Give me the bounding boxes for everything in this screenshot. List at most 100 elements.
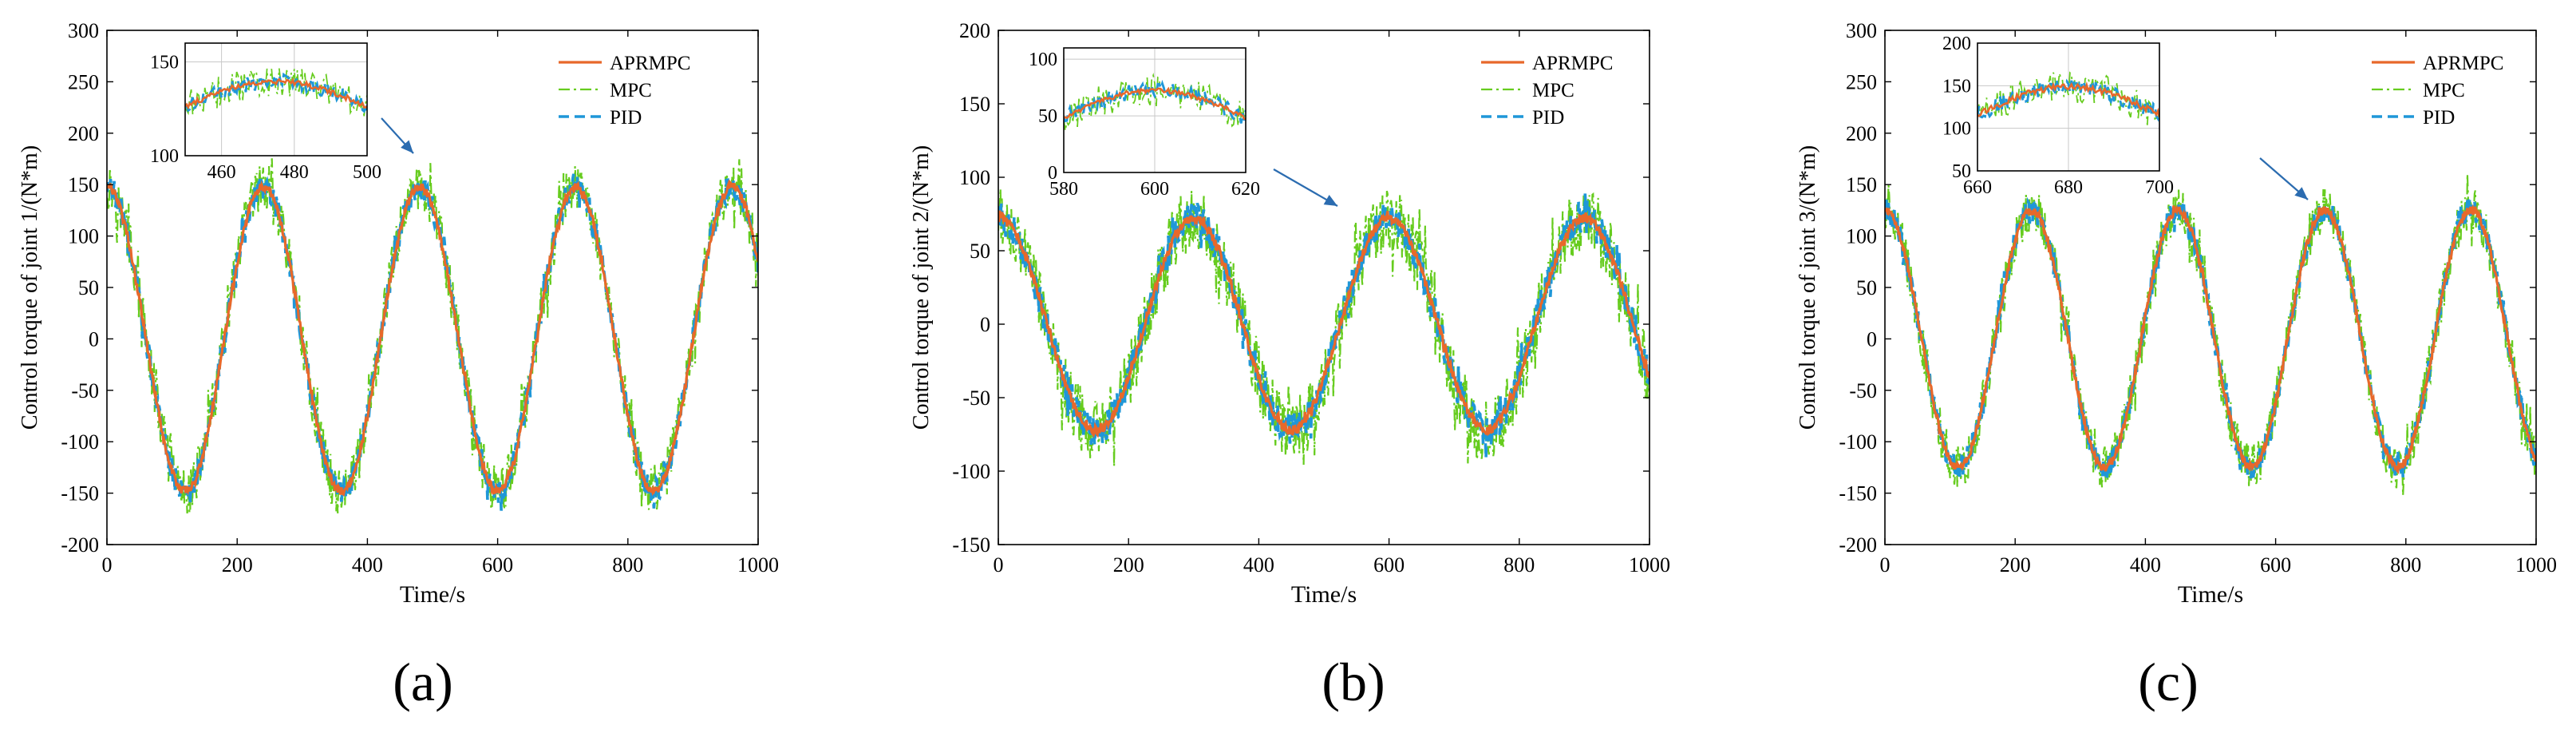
y-tick-label: 50 — [970, 240, 990, 263]
y-tick-label: -100 — [1839, 430, 1877, 454]
axes-box — [998, 30, 1650, 545]
inset-x-tick-label: 460 — [207, 162, 236, 183]
panel-label-c: (c) — [2138, 652, 2199, 712]
inset-y-tick-label: 150 — [150, 53, 179, 73]
y-tick-label: 300 — [1846, 19, 1877, 42]
legend-label-mpc: MPC — [1532, 80, 1574, 101]
inset-x-tick-label: 600 — [1140, 179, 1169, 200]
y-tick-label: -100 — [952, 460, 990, 483]
x-tick-label: 400 — [352, 553, 383, 577]
x-tick-label: 1000 — [2515, 553, 2557, 577]
chart-panel-b: 0 200 400 600 800 1000 -150 -100 -50 0 50 100 150 200… — [859, 0, 1717, 745]
x-tick-label: 800 — [612, 553, 643, 577]
y-tick-label: 150 — [959, 93, 990, 116]
inset-x-tick-label: 580 — [1049, 179, 1078, 200]
inset-series-group — [185, 67, 367, 117]
y-tick-label: -150 — [61, 482, 99, 505]
y-tick-label: 50 — [1856, 276, 1877, 299]
x-tick-label: 400 — [1243, 553, 1274, 577]
x-tick-label: 600 — [1373, 553, 1405, 577]
x-axis-label: Time/s — [1291, 581, 1357, 608]
panel-label-a: (a) — [393, 652, 453, 712]
x-tick-label: 600 — [2260, 553, 2291, 577]
inset-x-tick-label: 620 — [1231, 179, 1260, 200]
series-line-aprmpc — [107, 179, 758, 497]
inset-box — [1977, 42, 2160, 172]
series-line-pid — [998, 193, 1650, 458]
y-tick-label: 100 — [1846, 225, 1877, 248]
x-tick-label: 0 — [994, 553, 1004, 577]
inset-y-tick-label: 100 — [1942, 119, 1971, 140]
legend-label-pid: PID — [2423, 107, 2455, 129]
y-tick-label: -50 — [71, 379, 99, 402]
y-tick-label: 50 — [78, 276, 99, 299]
legend-label-mpc: MPC — [610, 80, 652, 101]
legend-label-aprmpc: APRMPC — [1532, 53, 1613, 74]
inset-series-line-mpc — [185, 67, 367, 117]
x-tick-label: 0 — [102, 553, 113, 577]
y-tick-label: -100 — [61, 430, 99, 454]
x-tick-label: 200 — [2000, 553, 2031, 577]
inset-y-tick-label: 200 — [1942, 34, 1971, 54]
y-tick-label: -150 — [1839, 482, 1877, 505]
chart-c: 0 200 400 600 800 1000 -200 -150 -100 -50 0 50 100 15… — [1796, 19, 2557, 608]
x-tick-label: 800 — [1503, 553, 1535, 577]
legend: APRMPC MPC PID — [1481, 53, 1613, 129]
series-group — [998, 188, 1650, 467]
inset-x-tick-label: 700 — [2145, 177, 2174, 198]
x-axis-label: Time/s — [2178, 581, 2243, 608]
y-tick-label: -200 — [61, 533, 99, 557]
inset-series-line-mpc — [1064, 73, 1246, 132]
chart-b: 0 200 400 600 800 1000-150-100-50050100150200… — [909, 19, 1670, 608]
legend-label-pid: PID — [1532, 107, 1564, 129]
inset-x-tick-label: 680 — [2054, 177, 2083, 198]
inset-y-tick-label: 50 — [1038, 106, 1057, 127]
legend-label-aprmpc: APRMPC — [610, 53, 690, 74]
inset-y-tick-label: 150 — [1942, 76, 1971, 97]
zoom-arrow-head — [1323, 194, 1337, 206]
inset-y-tick-label: 0 — [1048, 163, 1057, 184]
y-tick-label: 0 — [1867, 327, 1877, 351]
series-group — [107, 158, 758, 516]
legend: APRMPC MPC PID — [2372, 53, 2503, 129]
x-tick-label: 400 — [2130, 553, 2161, 577]
series-line-mpc — [998, 188, 1650, 467]
inset-background — [185, 43, 367, 156]
y-tick-label: 0 — [89, 327, 99, 351]
inset-series-line-aprmpc — [185, 77, 367, 110]
y-axis-label: Control torque of joint 1/(N*m) — [18, 145, 42, 430]
y-tick-label: 250 — [68, 70, 99, 93]
y-tick-label: 0 — [980, 313, 990, 336]
series-group — [1885, 173, 2536, 496]
y-axis-label: Control torque of joint 2/(N*m) — [909, 145, 934, 430]
inset-series-line-mpc — [1977, 71, 2159, 125]
legend: APRMPC MPC PID — [559, 53, 690, 129]
y-tick-label: -50 — [962, 386, 990, 410]
inset-series-line-aprmpc — [1064, 86, 1246, 121]
inset-y-tick-label: 100 — [150, 146, 179, 167]
y-tick-label: 200 — [959, 19, 990, 42]
y-axis-label: Control torque of joint 3/(N*m) — [1796, 145, 1820, 430]
legend-label-mpc: MPC — [2423, 80, 2465, 101]
inset-series-line-pid — [1977, 77, 2159, 122]
y-tick-label: 250 — [1846, 70, 1877, 93]
y-tick-label: 100 — [68, 225, 99, 248]
x-axis-label: Time/s — [400, 581, 465, 608]
inset-box — [1063, 47, 1247, 173]
inset-y-tick-label: 100 — [1029, 50, 1057, 70]
inset-x-tick-label: 500 — [353, 162, 381, 183]
x-tick-label: 800 — [2390, 553, 2421, 577]
x-tick-label: 1000 — [1629, 553, 1670, 577]
legend-label-pid: PID — [610, 107, 642, 129]
y-tick-label: 150 — [1846, 173, 1877, 196]
y-tick-label: -200 — [1839, 533, 1877, 557]
y-tick-label: -50 — [1849, 379, 1877, 402]
inset-series-line-pid — [185, 72, 367, 113]
x-tick-label: 200 — [222, 553, 253, 577]
inset-y-tick-label: 50 — [1952, 161, 1971, 182]
legend-label-aprmpc: APRMPC — [2423, 53, 2503, 74]
inset-series-line-aprmpc — [1977, 81, 2159, 117]
inset-series-group — [1064, 73, 1246, 132]
zoom-arrow-head — [2294, 187, 2308, 200]
